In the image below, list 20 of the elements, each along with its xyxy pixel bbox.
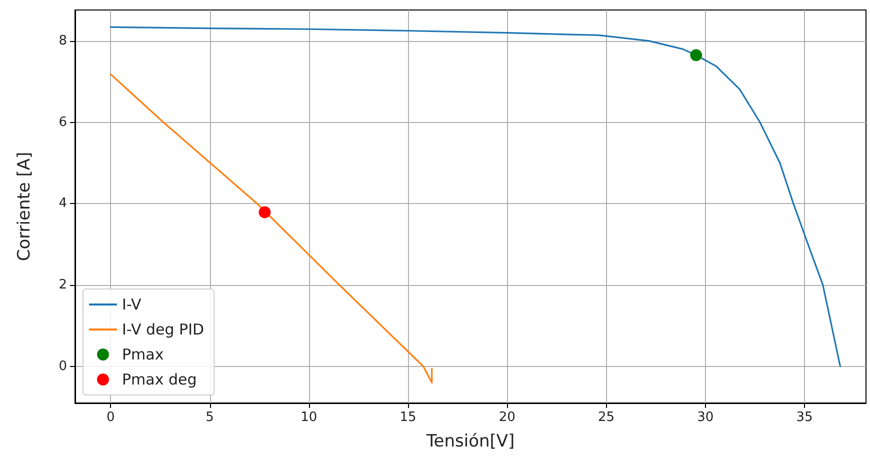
x-tick-label: 5 [206,410,214,425]
x-tick-label: 35 [796,410,813,425]
y-tick-label: 0 [58,358,67,374]
x-tick-label: 10 [300,410,318,425]
x-tick-label: 15 [400,410,416,425]
legend-label: Pmax [122,346,164,364]
legend-label: I-V [122,296,142,314]
x-tick-label: 20 [498,410,516,425]
line-series [110,26,842,368]
y-tick-label: 2 [58,278,67,293]
legend-label: Pmax deg [122,370,197,388]
x-axis-title: Tensión[V] [425,432,515,452]
y-axis-title: Corriente [A] [14,152,34,262]
x-tick-label: 25 [598,410,615,425]
legend-label: I-V deg PID [122,320,204,338]
x-tick-label: 30 [697,410,714,425]
y-tick-label: 8 [58,33,67,48]
y-tick-label: 6 [58,114,67,130]
x-tick-label: 0 [106,410,115,425]
y-tick-label: 4 [58,196,67,212]
